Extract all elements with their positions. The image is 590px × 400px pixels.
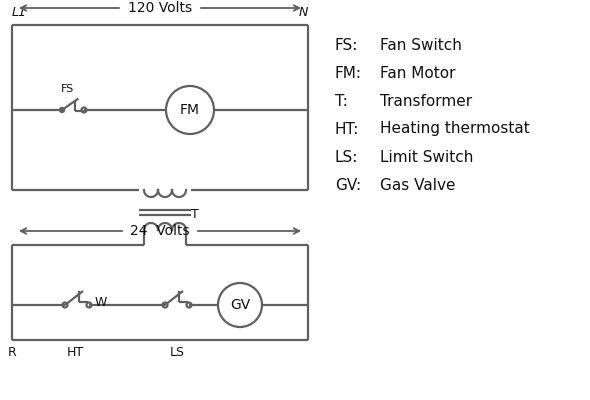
Text: L1: L1	[12, 6, 27, 19]
Text: T:: T:	[335, 94, 348, 108]
Text: FM: FM	[180, 103, 200, 117]
Text: Limit Switch: Limit Switch	[380, 150, 473, 164]
Text: LS: LS	[169, 346, 185, 359]
Text: R: R	[8, 346, 17, 359]
Text: LS:: LS:	[335, 150, 358, 164]
Text: 24  Volts: 24 Volts	[130, 224, 190, 238]
Text: HT: HT	[67, 346, 84, 359]
Text: Heating thermostat: Heating thermostat	[380, 122, 530, 136]
Text: Gas Valve: Gas Valve	[380, 178, 455, 192]
Circle shape	[60, 108, 64, 112]
Text: N: N	[299, 6, 308, 19]
Text: Fan Motor: Fan Motor	[380, 66, 455, 80]
Text: W: W	[95, 296, 107, 310]
Text: Fan Switch: Fan Switch	[380, 38, 462, 52]
Text: GV:: GV:	[335, 178, 361, 192]
Text: FS:: FS:	[335, 38, 358, 52]
Text: T: T	[191, 208, 199, 222]
Text: 120 Volts: 120 Volts	[128, 1, 192, 15]
Text: HT:: HT:	[335, 122, 359, 136]
Text: Transformer: Transformer	[380, 94, 472, 108]
Text: FM:: FM:	[335, 66, 362, 80]
Text: GV: GV	[230, 298, 250, 312]
Text: FS: FS	[60, 84, 74, 94]
